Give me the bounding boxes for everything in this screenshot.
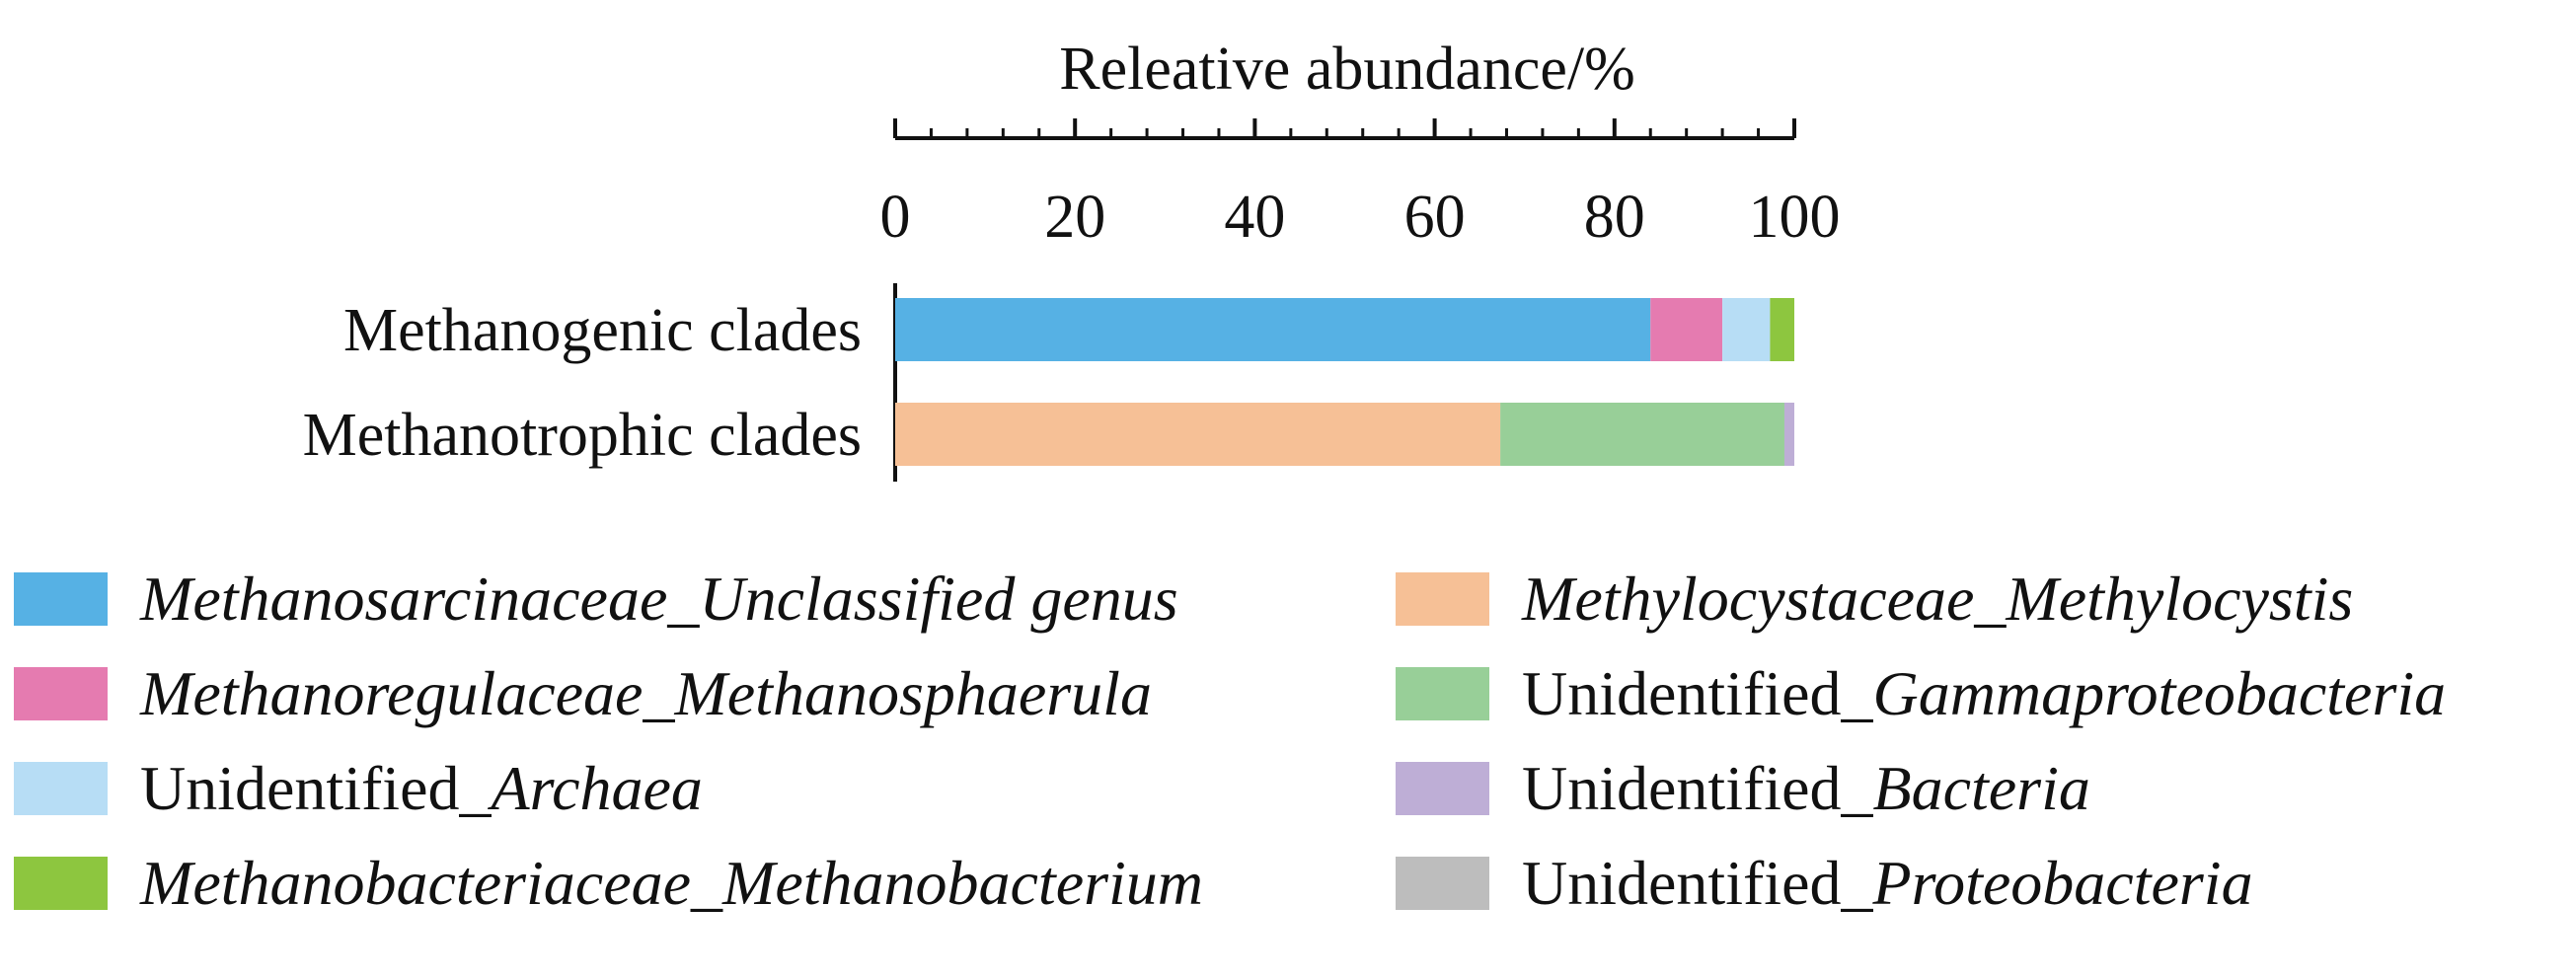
legend-label-part: Bacteria (1872, 753, 2089, 823)
legend-swatch (14, 762, 108, 815)
x-tick-label: 40 (1224, 184, 1285, 251)
legend-label: Unidentified_Proteobacteria (1522, 848, 2253, 918)
category-label: Methanotrophic clades (303, 402, 862, 469)
legend-label: Unidentified_Gammaproteobacteria (1522, 658, 2446, 728)
legend-label: Methanoregulaceae_Methanosphaerula (139, 658, 1152, 728)
bar-segment (1650, 298, 1723, 361)
legend-swatch (1396, 572, 1489, 626)
legend-label-part: Unidentified_ (140, 753, 492, 823)
legend-swatch (1396, 857, 1489, 910)
legend-label-part: Unidentified_ (1522, 753, 1873, 823)
legend-label: Methanobacteriaceae_Methanobacterium (139, 848, 1203, 918)
legend-label-part: Unidentified_ (1522, 658, 1873, 728)
bar-segment (1783, 403, 1794, 466)
legend-label: Methanosarcinaceae_Unclassified genus (139, 564, 1178, 634)
legend-label: Unidentified_Bacteria (1522, 753, 2090, 823)
x-tick-label: 60 (1404, 184, 1466, 251)
bar-segment (895, 403, 1501, 466)
bar-segment (1722, 298, 1771, 361)
legend-label-part: Archaea (487, 753, 702, 823)
x-tick-label: 0 (880, 184, 911, 251)
legend-label: Methylocystaceae_Methylocystis (1521, 564, 2353, 634)
legend-label: Unidentified_Archaea (140, 753, 703, 823)
legend-label-part: Methylocystaceae_Methylocystis (1521, 564, 2353, 634)
legend-label-part: Unidentified_ (1522, 848, 1873, 918)
legend-swatch (14, 667, 108, 720)
x-tick-label: 20 (1044, 184, 1105, 251)
bar-segment (1770, 298, 1794, 361)
legend-label-part: Methanosarcinaceae_Unclassified genus (139, 564, 1178, 634)
legend-swatch (14, 572, 108, 626)
legend-label-part: Gammaproteobacteria (1872, 658, 2446, 728)
category-label: Methanogenic clades (343, 297, 862, 364)
legend-label-part: Methanoregulaceae_Methanosphaerula (139, 658, 1152, 728)
bar-segment (895, 298, 1651, 361)
legend-label-part: Methanobacteriaceae_Methanobacterium (139, 848, 1203, 918)
x-tick-label: 100 (1749, 184, 1841, 251)
x-tick-label: 80 (1584, 184, 1645, 251)
x-axis-title: Releative abundance/% (1059, 36, 1635, 103)
legend-swatch (1396, 762, 1489, 815)
legend-swatch (14, 857, 108, 910)
legend-swatch (1396, 667, 1489, 720)
bar-segment (1500, 403, 1784, 466)
legend-label-part: Proteobacteria (1871, 848, 2252, 918)
